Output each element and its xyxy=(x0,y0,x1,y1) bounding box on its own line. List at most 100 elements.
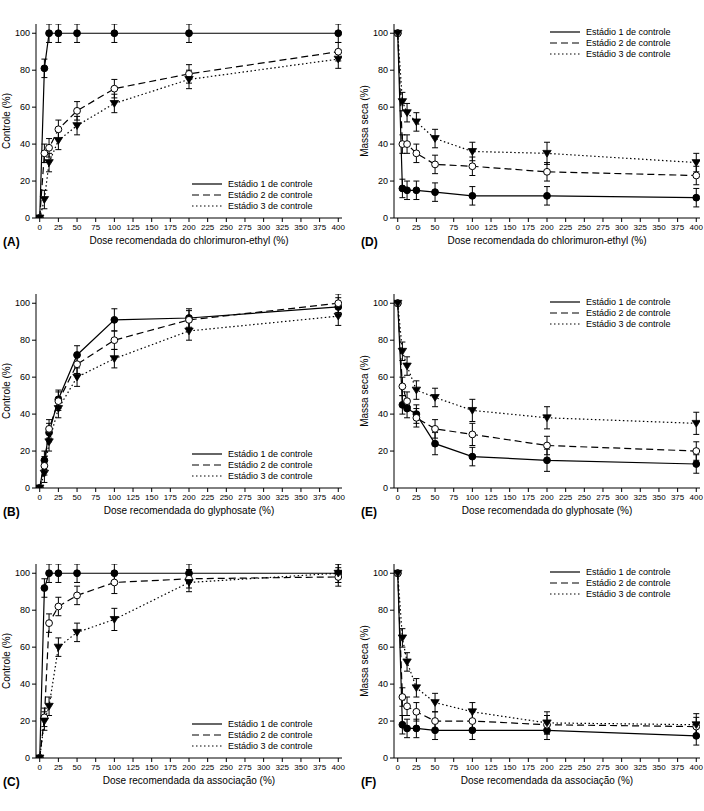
error-bar-cap xyxy=(111,112,117,113)
marker-triangle xyxy=(110,356,118,363)
marker-circle xyxy=(46,570,53,577)
marker-triangle xyxy=(692,722,700,729)
error-bar xyxy=(41,451,47,469)
x-tick xyxy=(77,488,78,492)
y-tick-label: 60 xyxy=(378,642,388,652)
legend: Estádio 1 de controleEstádio 2 de contro… xyxy=(550,27,671,59)
x-tick xyxy=(621,488,622,492)
error-bar-cap xyxy=(74,386,80,387)
y-tick-label: 20 xyxy=(20,446,30,456)
x-tick xyxy=(77,218,78,222)
error-bar-cap xyxy=(693,153,699,154)
x-tick-label: 150 xyxy=(503,493,517,502)
x-tick-label: 150 xyxy=(145,493,159,502)
x-tick xyxy=(658,488,659,492)
y-tick-label: 20 xyxy=(20,176,30,186)
marker-open-circle xyxy=(41,462,48,469)
error-bar-cap xyxy=(186,42,192,43)
x-tick-label: 25 xyxy=(54,493,63,502)
error-bar-cap xyxy=(404,375,410,376)
legend-swatch xyxy=(550,31,580,32)
x-tick-label: 150 xyxy=(145,223,159,232)
error-bar xyxy=(46,24,52,42)
error-bar-cap xyxy=(111,349,117,350)
error-bar xyxy=(413,703,419,721)
marker-triangle xyxy=(412,685,420,692)
marker-circle xyxy=(111,30,118,37)
error-bar-cap xyxy=(111,608,117,609)
x-tick xyxy=(244,488,245,492)
error-bar-cap xyxy=(432,711,438,712)
y-tick xyxy=(32,107,36,108)
x-tick xyxy=(189,758,190,762)
marker-open-circle xyxy=(111,337,118,344)
error-bar-cap xyxy=(111,330,117,331)
series-line xyxy=(398,303,697,451)
y-tick xyxy=(32,758,36,759)
error-bar-cap xyxy=(404,199,410,200)
error-bar-cap xyxy=(399,647,405,648)
x-tick xyxy=(584,488,585,492)
y-tick-label: 60 xyxy=(378,372,388,382)
x-axis-label: Dose recomendada do glyphosate (%) xyxy=(104,505,275,516)
x-tick-label: 325 xyxy=(276,223,290,232)
error-bar-cap xyxy=(693,184,699,185)
y-tick-label: 40 xyxy=(378,679,388,689)
series-line xyxy=(40,316,339,488)
x-tick-label: 275 xyxy=(238,493,252,502)
marker-triangle xyxy=(398,348,406,355)
y-tick xyxy=(390,303,394,304)
error-bar-cap xyxy=(41,77,47,78)
error-bar-cap xyxy=(41,208,47,209)
y-tick-label: 40 xyxy=(20,139,30,149)
marker-open-circle xyxy=(394,300,401,307)
y-tick-label: 0 xyxy=(25,753,30,763)
legend-label: Estádio 1 de controle xyxy=(586,297,671,307)
legend-label: Estádio 1 de controle xyxy=(586,27,671,37)
x-tick xyxy=(509,758,510,762)
x-tick xyxy=(338,758,339,762)
error-bar-cap xyxy=(399,377,405,378)
error-bar xyxy=(469,447,475,465)
marker-circle xyxy=(46,30,53,37)
y-tick xyxy=(32,414,36,415)
marker-circle xyxy=(693,194,700,201)
marker-triangle xyxy=(110,616,118,623)
x-tick xyxy=(528,218,529,222)
error-bar xyxy=(469,187,475,205)
y-tick xyxy=(32,647,36,648)
plot-area xyxy=(394,300,700,473)
y-axis-line xyxy=(36,24,37,218)
y-tick-label: 80 xyxy=(378,335,388,345)
x-tick-label: 300 xyxy=(615,763,629,772)
y-tick xyxy=(390,107,394,108)
x-tick-label: 50 xyxy=(73,223,82,232)
panel: 0255075100125150175200225250275300325350… xyxy=(1,564,345,789)
error-bar-cap xyxy=(111,630,117,631)
marker-triangle xyxy=(54,137,62,144)
x-tick xyxy=(397,758,398,762)
marker-triangle xyxy=(36,485,44,488)
y-tick-label: 100 xyxy=(373,298,388,308)
y-tick-label: 60 xyxy=(378,102,388,112)
x-tick xyxy=(435,218,436,222)
legend-swatch xyxy=(550,571,580,572)
y-tick-label: 0 xyxy=(383,213,388,223)
error-bar-cap xyxy=(46,613,52,614)
error-bar-cap xyxy=(404,417,410,418)
x-tick-label: 375 xyxy=(313,493,327,502)
y-tick xyxy=(390,181,394,182)
x-tick xyxy=(263,488,264,492)
x-tick-label: 200 xyxy=(540,223,554,232)
x-tick-label: 250 xyxy=(578,223,592,232)
marker-circle xyxy=(74,570,81,577)
marker-open-circle xyxy=(36,755,43,758)
marker-open-circle xyxy=(413,414,420,421)
x-tick-label: 25 xyxy=(412,223,421,232)
error-bar-cap xyxy=(335,582,341,583)
x-tick xyxy=(602,488,603,492)
y-tick-label: 80 xyxy=(20,605,30,615)
x-tick-label: 350 xyxy=(652,223,666,232)
y-tick xyxy=(390,610,394,611)
x-tick-label: 100 xyxy=(108,763,122,772)
